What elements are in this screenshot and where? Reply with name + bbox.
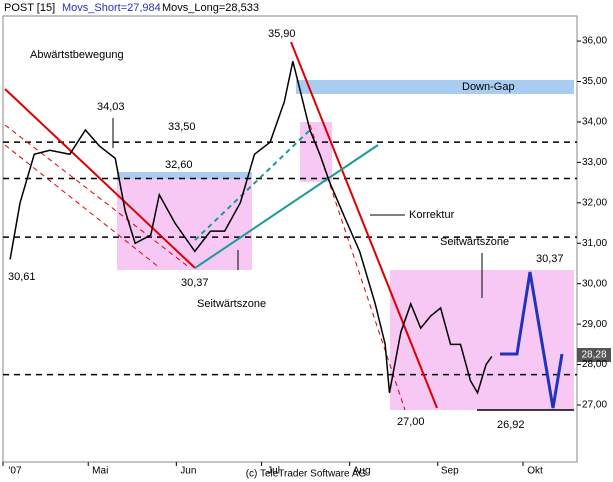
forecast	[500, 271, 564, 409]
trend-line	[290, 41, 438, 409]
x-tick-label: Sep	[441, 466, 459, 477]
annotation: 26,92	[497, 419, 525, 431]
annotation: Seitwärtszone	[440, 236, 509, 248]
annotation: 32,60	[165, 159, 193, 171]
annotation: 30,37	[536, 253, 564, 265]
y-tick-label: 33,00	[582, 157, 607, 168]
x-tick-label: Aug	[353, 466, 371, 477]
gap	[117, 172, 252, 179]
trend-line	[4, 88, 196, 269]
y-tick-label: 34,00	[582, 117, 607, 128]
y-tick-label: 28,00	[582, 359, 607, 370]
y-tick-label: 36,00	[582, 36, 607, 47]
x-tick-label: Mai	[92, 466, 108, 477]
trend-line	[194, 144, 379, 269]
trend-line	[4, 124, 191, 269]
subtitle: Movs_Short=27,984	[62, 2, 161, 14]
last-price: 28,28	[581, 350, 606, 361]
y-tick-label: 31,00	[582, 238, 607, 249]
annotation: 30,37	[181, 277, 209, 289]
y-tick-label: 27,00	[582, 400, 607, 411]
last-price-box	[577, 348, 611, 362]
annotation: 30,61	[8, 271, 36, 283]
y-tick-label: 35,00	[582, 76, 607, 87]
gap	[296, 80, 574, 94]
y-tick-label: 32,00	[582, 197, 607, 208]
x-tick-label: '07	[8, 466, 21, 477]
annotation: Korrektur	[409, 209, 455, 221]
annotation: 27,00	[397, 416, 425, 428]
trend-line	[4, 144, 161, 269]
x-tick-label: Okt	[527, 466, 543, 477]
zone	[117, 177, 252, 270]
subtitle: Movs_Long=28,533	[162, 2, 259, 14]
price-line	[9, 61, 493, 395]
title: POST [15]	[4, 2, 55, 14]
annotation: 33,50	[168, 121, 196, 133]
annotation: Down-Gap	[462, 81, 515, 93]
annotation: 35,90	[268, 28, 296, 40]
x-tick-label: Jul	[267, 466, 280, 477]
footer: (c) TeleTrader Software AG	[246, 469, 367, 480]
x-tick-label: Jun	[180, 466, 196, 477]
annotation: Abwärtstbewegung	[30, 49, 124, 61]
annotation: Seitwärtszone	[197, 298, 266, 310]
y-tick-label: 30,00	[582, 278, 607, 289]
annotation: 34,03	[97, 101, 125, 113]
y-tick-label: 29,00	[582, 319, 607, 330]
